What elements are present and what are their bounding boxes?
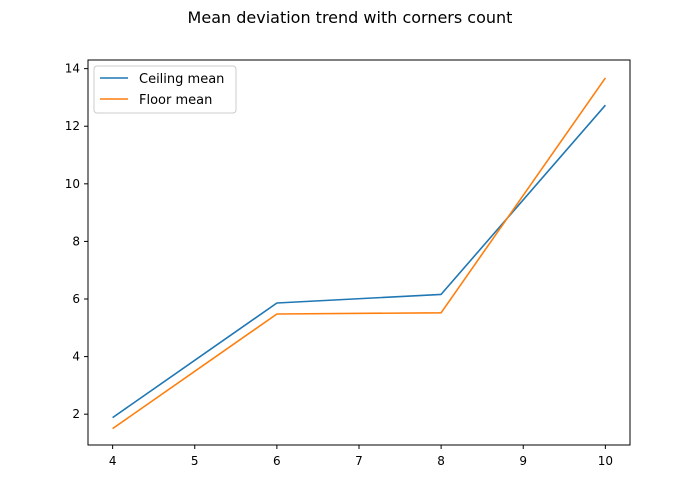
- x-tick-label: 4: [109, 454, 117, 468]
- series-line-ceiling-mean: [112, 104, 607, 419]
- legend-box: [93, 65, 237, 114]
- series-line-floor-mean: [112, 77, 607, 430]
- x-tick-label: 7: [355, 454, 363, 468]
- x-tick-label: 10: [598, 454, 613, 468]
- y-tick-label: 14: [65, 62, 80, 76]
- series-lines: [112, 77, 607, 430]
- y-tick-label: 4: [72, 350, 80, 364]
- legend: Ceiling mean Floor mean: [93, 65, 237, 114]
- x-tick-label: 8: [437, 454, 445, 468]
- legend-label: Ceiling mean: [139, 72, 224, 87]
- legend-label: Floor mean: [139, 93, 212, 108]
- y-tick-label: 10: [65, 177, 80, 191]
- x-tick-label: 6: [273, 454, 281, 468]
- chart-title: Mean deviation trend with corners count: [188, 8, 513, 27]
- x-tick-label: 5: [191, 454, 199, 468]
- y-tick-label: 2: [72, 407, 80, 421]
- plot-area: [87, 59, 631, 446]
- x-axis: 4 5 6 7 8 9 10: [109, 445, 613, 468]
- y-axis: 2 4 6 8 10 12 14: [65, 62, 88, 421]
- y-tick-label: 8: [72, 234, 80, 248]
- y-tick-label: 6: [72, 292, 80, 306]
- x-tick-label: 9: [519, 454, 527, 468]
- y-tick-label: 12: [65, 119, 80, 133]
